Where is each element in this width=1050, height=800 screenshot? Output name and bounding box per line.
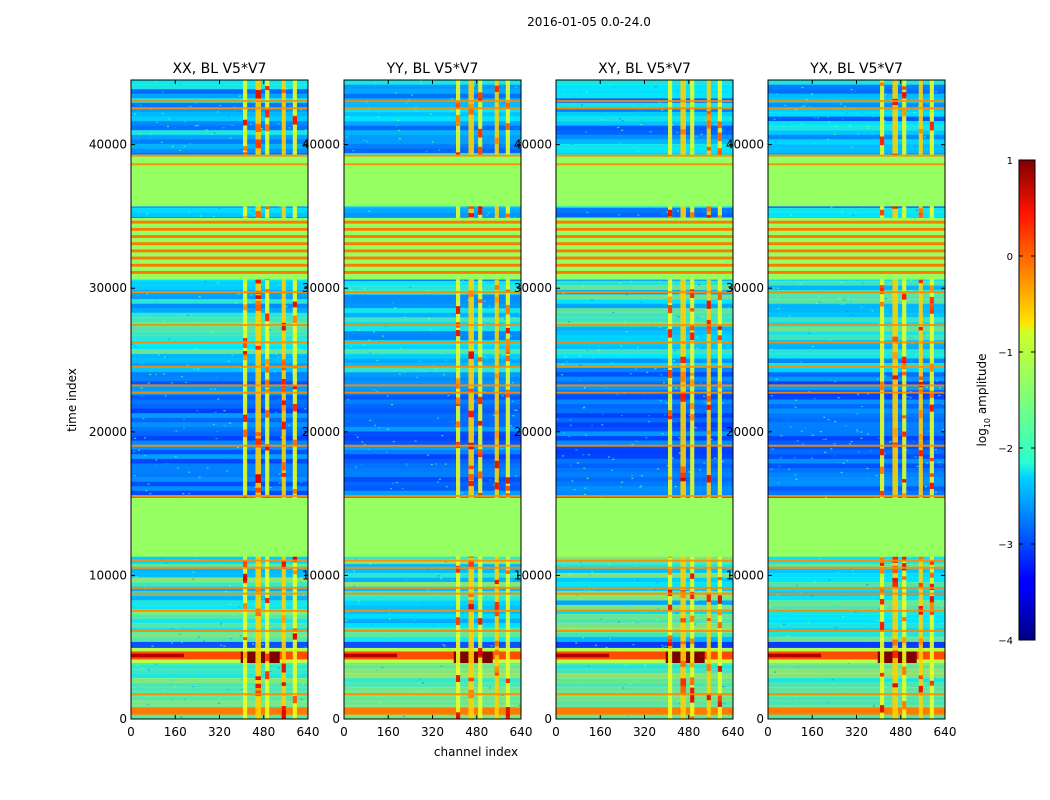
x-tick-label: 0 [340, 725, 348, 739]
x-tick-label: 320 [421, 725, 444, 739]
flagged-band [556, 217, 733, 280]
y-tick-label: 30000 [726, 281, 764, 295]
colorbar-tick-label: −3 [998, 540, 1013, 551]
colorbar: −4 −3 −2 −1 0 1 log10 amplitude [975, 156, 1036, 647]
colorbar-ticks: −4 −3 −2 −1 0 1 [998, 156, 1035, 647]
y-tick-label: 0 [332, 712, 340, 726]
colorbar-tick-label: −1 [998, 348, 1013, 359]
y-tick-label: 0 [544, 712, 552, 726]
x-tick-label: 640 [297, 725, 320, 739]
panel-title: YY, BL V5*V7 [386, 61, 479, 77]
x-tick-label: 0 [127, 725, 135, 739]
y-tick-label: 10000 [89, 568, 127, 582]
flagged-band [768, 154, 945, 207]
flagged-band [768, 217, 945, 280]
x-tick-label: 160 [801, 725, 824, 739]
x-axis-label: channel index [434, 745, 518, 759]
heatmap-image [344, 80, 521, 719]
y-tick-label: 40000 [302, 138, 340, 152]
x-tick-label: 640 [510, 725, 533, 739]
x-tick-label: 480 [677, 725, 700, 739]
x-tick-label: 0 [764, 725, 772, 739]
x-tick-label: 160 [164, 725, 187, 739]
x-tick-label: 480 [465, 725, 488, 739]
y-tick-label: 20000 [726, 425, 764, 439]
y-tick-label: 20000 [514, 425, 552, 439]
flagged-band [768, 497, 945, 557]
flagged-band [344, 154, 521, 207]
heatmap-image [768, 80, 945, 719]
flagged-band [344, 217, 521, 280]
y-tick-label: 0 [756, 712, 764, 726]
panel-title: YX, BL V5*V7 [809, 61, 903, 77]
y-tick-label: 40000 [514, 138, 552, 152]
x-tick-label: 480 [889, 725, 912, 739]
y-tick-label: 10000 [726, 568, 764, 582]
flagged-band [131, 217, 308, 280]
x-tick-label: 320 [208, 725, 231, 739]
x-tick-label: 320 [633, 725, 656, 739]
colorbar-tick-label: −4 [998, 636, 1013, 647]
y-tick-label: 10000 [302, 568, 340, 582]
flagged-band [131, 497, 308, 557]
y-tick-label: 40000 [89, 138, 127, 152]
x-tick-label: 480 [252, 725, 275, 739]
panel-title: XY, BL V5*V7 [598, 61, 691, 77]
panels: XX, BL V5*V7 0 160 320 480 640 0 10000 20000 3000… [89, 61, 957, 739]
panel-yx: YX, BL V5*V7 0 160 320 480 640 0 10000 20000 3000… [726, 61, 957, 739]
y-tick-label: 0 [119, 712, 127, 726]
y-tick-label: 30000 [514, 281, 552, 295]
flagged-band [556, 154, 733, 207]
colorbar-tick-label: −2 [998, 444, 1013, 455]
y-axis-label: time index [65, 368, 79, 432]
heatmap-image [556, 80, 733, 719]
y-tick-label: 10000 [514, 568, 552, 582]
y-tick-label: 20000 [89, 425, 127, 439]
colorbar-tick-label: 1 [1007, 156, 1013, 167]
y-tick-label: 20000 [302, 425, 340, 439]
x-tick-label: 320 [845, 725, 868, 739]
flagged-band [344, 497, 521, 557]
x-tick-label: 160 [377, 725, 400, 739]
panel-xy: XY, BL V5*V7 0 160 320 480 640 0 10000 20000 3000… [514, 61, 745, 739]
flagged-band [556, 497, 733, 557]
colorbar-tick-label: 0 [1007, 252, 1013, 263]
y-tick-label: 40000 [726, 138, 764, 152]
x-tick-label: 640 [722, 725, 745, 739]
y-tick-label: 30000 [302, 281, 340, 295]
x-tick-label: 160 [589, 725, 612, 739]
x-tick-label: 640 [934, 725, 957, 739]
panel-xx: XX, BL V5*V7 0 160 320 480 640 0 10000 20000 3000… [89, 61, 320, 739]
heatmap-image [131, 80, 308, 719]
figure-suptitle: 2016-01-05 0.0-24.0 [527, 15, 651, 29]
panel-title: XX, BL V5*V7 [173, 61, 267, 77]
colorbar-gradient [1018, 159, 1036, 641]
panel-yy: YY, BL V5*V7 0 160 320 480 640 0 10000 20000 3000… [302, 61, 533, 739]
colorbar-label: log10 amplitude [975, 354, 992, 447]
y-tick-label: 30000 [89, 281, 127, 295]
x-tick-label: 0 [552, 725, 560, 739]
flagged-band [131, 154, 308, 207]
